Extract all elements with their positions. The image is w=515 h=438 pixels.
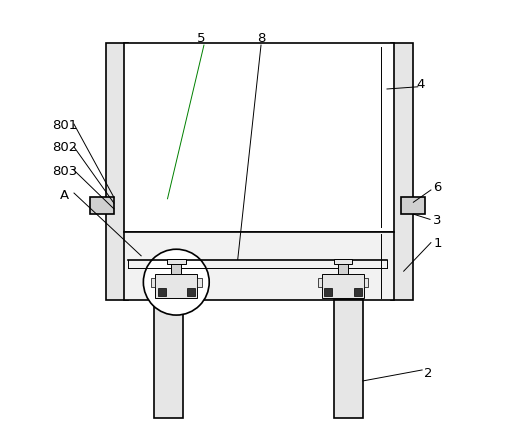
Text: A: A: [60, 188, 69, 201]
Text: 2: 2: [424, 366, 433, 379]
Bar: [338, 261, 348, 274]
Bar: [334, 259, 352, 264]
Text: 802: 802: [52, 141, 77, 154]
Text: 803: 803: [52, 164, 77, 177]
Bar: [171, 261, 181, 274]
Bar: [151, 278, 156, 287]
Bar: [158, 288, 165, 296]
Bar: [334, 300, 363, 418]
Text: 8: 8: [257, 32, 265, 45]
Bar: [354, 288, 362, 296]
Bar: [364, 278, 368, 287]
Bar: [124, 44, 393, 232]
Text: 801: 801: [52, 118, 77, 131]
Bar: [187, 288, 195, 296]
Bar: [401, 198, 425, 215]
Text: 4: 4: [417, 78, 425, 91]
Bar: [167, 259, 185, 264]
Bar: [106, 44, 128, 300]
Circle shape: [143, 250, 209, 315]
Bar: [324, 288, 332, 296]
Bar: [124, 232, 393, 300]
Bar: [90, 198, 114, 215]
Text: 5: 5: [197, 32, 205, 45]
Bar: [156, 274, 197, 298]
Text: 3: 3: [433, 213, 441, 226]
Bar: [197, 278, 201, 287]
Bar: [322, 274, 364, 298]
Bar: [154, 300, 183, 418]
Text: 6: 6: [433, 181, 441, 194]
Bar: [391, 44, 414, 300]
Text: 1: 1: [433, 237, 441, 250]
Bar: [318, 278, 322, 287]
